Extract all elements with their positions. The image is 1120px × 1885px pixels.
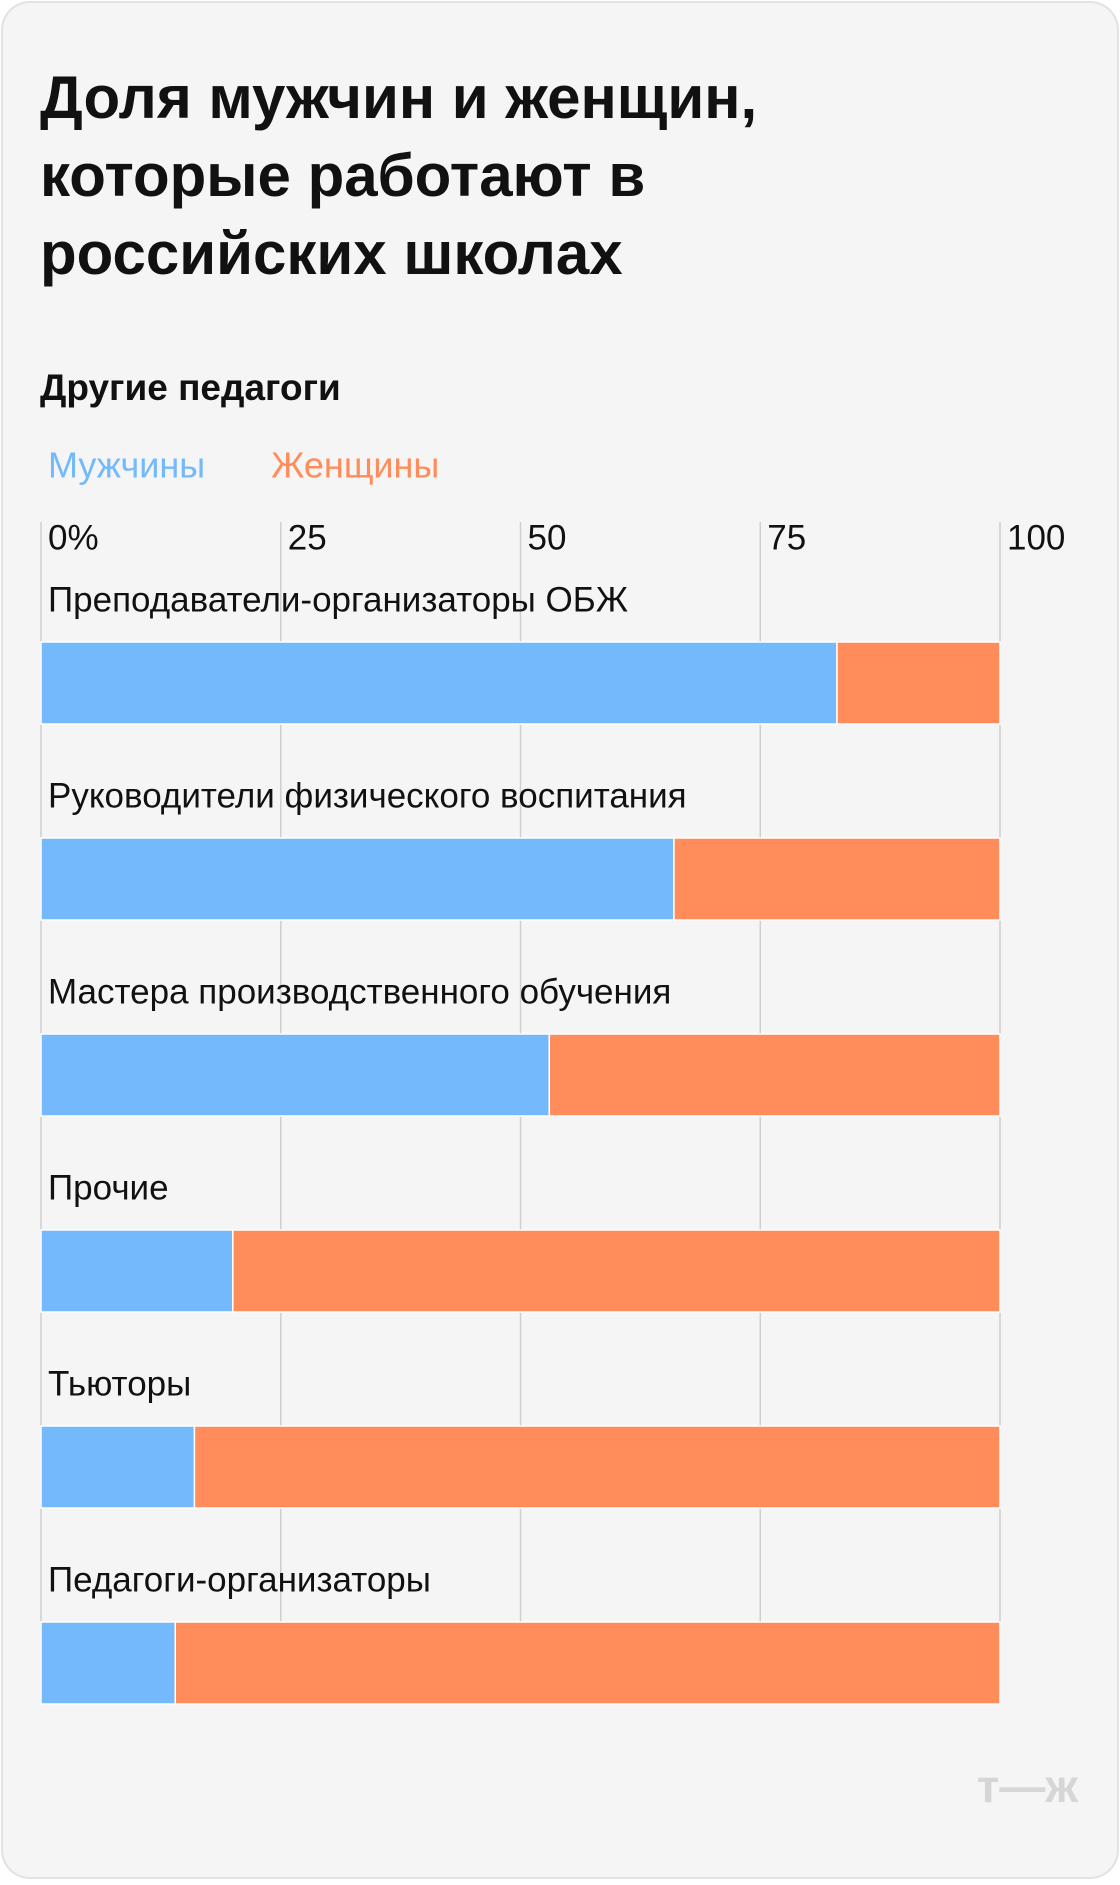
- category-label: Мастера производственного обучения: [48, 972, 671, 1011]
- x-tick-label: 25: [288, 518, 327, 557]
- bar-segment: [174, 1621, 1001, 1705]
- bar-segment: [40, 837, 675, 921]
- category-label: Прочие: [48, 1168, 169, 1207]
- bar-segment: [673, 837, 1001, 921]
- bar-segment: [232, 1229, 1001, 1313]
- category-label: Тьюторы: [48, 1364, 191, 1403]
- bar-segment: [193, 1425, 1001, 1509]
- bar-segment: [836, 641, 1001, 725]
- x-tick-label: 0%: [48, 518, 99, 557]
- bar-segment: [40, 1425, 196, 1509]
- bar-segment: [40, 641, 838, 725]
- bar-segment: [40, 1229, 234, 1313]
- category-label: Руководители физического воспитания: [48, 776, 687, 815]
- chart-subtitle: Другие педагоги: [40, 367, 341, 408]
- category-label: Педагоги-организаторы: [48, 1560, 431, 1599]
- bar-segment: [40, 1621, 177, 1705]
- x-tick-label: 50: [528, 518, 567, 557]
- category-label: Преподаватели-организаторы ОБЖ: [48, 580, 628, 619]
- x-tick-label: 75: [767, 518, 806, 557]
- x-tick-label: 100: [1007, 518, 1065, 557]
- bar-segment: [40, 1033, 551, 1117]
- legend-label: Мужчины: [48, 445, 205, 486]
- svg-text:Доля мужчин и женщин,которые р: Доля мужчин и женщин, которые работают вр…: [40, 64, 757, 287]
- legend-label: Женщины: [271, 445, 439, 486]
- logo: т—ж: [977, 1760, 1079, 1812]
- bar-segment: [548, 1033, 1001, 1117]
